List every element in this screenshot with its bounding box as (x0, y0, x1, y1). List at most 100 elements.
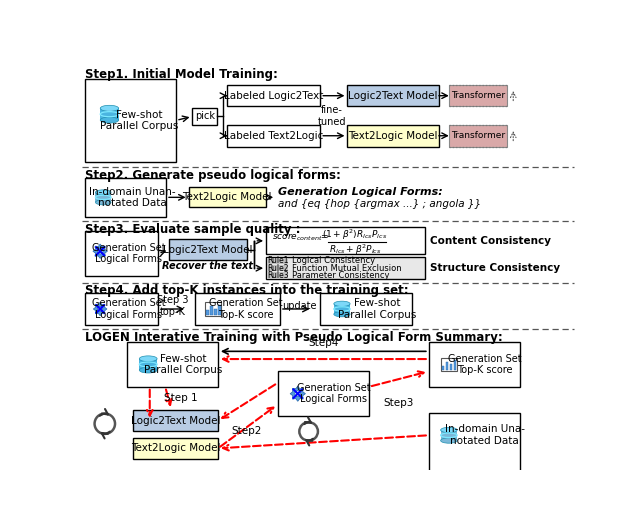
Text: $R_{lcs}+\beta^2 P_{lcs}$: $R_{lcs}+\beta^2 P_{lcs}$ (329, 243, 381, 257)
FancyBboxPatch shape (278, 371, 369, 416)
Text: Generation Set
Top-K score: Generation Set Top-K score (448, 354, 522, 375)
Text: Content Consistency: Content Consistency (429, 236, 550, 246)
Text: Logic2Text Model: Logic2Text Model (163, 244, 253, 254)
Circle shape (295, 391, 301, 397)
Text: LOGEN Interative Training with Pseudo Logical Form Summary:: LOGEN Interative Training with Pseudo Lo… (84, 331, 502, 344)
Bar (442, 366, 444, 370)
Text: Generation Logical Forms:: Generation Logical Forms: (278, 187, 443, 197)
Text: Function Mutual Exclusion: Function Mutual Exclusion (292, 263, 402, 272)
Bar (267, 272, 289, 279)
FancyBboxPatch shape (348, 125, 439, 146)
Text: Rule1: Rule1 (267, 257, 289, 266)
Text: Step1. Initial Model Training:: Step1. Initial Model Training: (84, 68, 278, 81)
Text: In-domain Una-
notated Data: In-domain Una- notated Data (445, 425, 525, 446)
Text: Text2Logic Model: Text2Logic Model (131, 444, 220, 454)
Bar (454, 360, 456, 370)
Bar (205, 303, 221, 316)
Polygon shape (93, 244, 108, 258)
Text: update: update (282, 301, 317, 311)
FancyBboxPatch shape (429, 342, 520, 387)
Text: Few-shot
Parallel Corpus: Few-shot Parallel Corpus (144, 354, 222, 375)
Text: fine-
tuned: fine- tuned (317, 105, 346, 127)
Bar (214, 308, 216, 315)
Text: Step4: Step4 (308, 338, 339, 348)
Ellipse shape (140, 356, 157, 362)
Text: Text2Logic Model: Text2Logic Model (348, 131, 438, 141)
FancyBboxPatch shape (84, 231, 158, 276)
Text: Logic2Text Model: Logic2Text Model (348, 91, 438, 101)
Polygon shape (93, 302, 107, 316)
FancyBboxPatch shape (127, 342, 218, 387)
Bar (100, 108, 118, 120)
Text: Step2: Step2 (232, 427, 262, 437)
Text: and {eq {hop {argmax ...} ; angola }}: and {eq {hop {argmax ...} ; angola }} (278, 199, 481, 209)
Circle shape (97, 306, 103, 312)
Ellipse shape (95, 190, 111, 195)
Text: Step3. Evaluate sample quality :: Step3. Evaluate sample quality : (84, 223, 300, 235)
Text: In-domain Unan-
notated Data: In-domain Unan- notated Data (90, 186, 176, 208)
Text: Labeled Logic2Text: Labeled Logic2Text (224, 91, 323, 101)
FancyBboxPatch shape (84, 293, 158, 325)
Text: Parameter Consistency: Parameter Consistency (292, 271, 390, 280)
FancyBboxPatch shape (169, 239, 246, 260)
FancyBboxPatch shape (348, 85, 439, 107)
Bar (140, 359, 157, 370)
Text: Generation Set
Logical Forms: Generation Set Logical Forms (92, 243, 166, 265)
Text: Labeled Text2Logic: Labeled Text2Logic (224, 131, 323, 141)
Ellipse shape (100, 117, 118, 123)
Text: pick: pick (195, 111, 215, 121)
Text: Logical Consistency: Logical Consistency (292, 257, 376, 266)
FancyBboxPatch shape (429, 413, 520, 504)
FancyBboxPatch shape (189, 187, 266, 208)
Bar (95, 192, 111, 202)
Bar (334, 304, 350, 314)
FancyBboxPatch shape (449, 85, 507, 107)
Text: Rule3: Rule3 (267, 271, 289, 280)
Ellipse shape (441, 438, 457, 443)
Text: Step2. Generate pseudo logical forms:: Step2. Generate pseudo logical forms: (84, 169, 340, 182)
FancyBboxPatch shape (227, 125, 320, 146)
Ellipse shape (334, 301, 350, 306)
Ellipse shape (100, 105, 118, 111)
FancyBboxPatch shape (84, 79, 176, 162)
Bar (441, 358, 457, 371)
Bar (445, 362, 448, 370)
Text: Logic2Text Model: Logic2Text Model (131, 416, 220, 426)
Ellipse shape (140, 367, 157, 373)
Polygon shape (290, 386, 305, 401)
Bar (210, 306, 212, 315)
Text: Few-shot
Parallel Corpus: Few-shot Parallel Corpus (100, 109, 178, 131)
Ellipse shape (95, 200, 111, 205)
Bar (218, 305, 221, 315)
Bar (267, 258, 289, 264)
Text: Rule2: Rule2 (267, 263, 289, 272)
Text: Generation Set
Logical Forms: Generation Set Logical Forms (92, 298, 166, 320)
Text: $(1+\beta^2)R_{lcs}P_{lcs}$: $(1+\beta^2)R_{lcs}P_{lcs}$ (323, 228, 388, 242)
FancyBboxPatch shape (84, 178, 166, 216)
Bar (441, 430, 457, 440)
FancyBboxPatch shape (266, 228, 425, 254)
Text: Few-shot
Parallel Corpus: Few-shot Parallel Corpus (338, 298, 416, 320)
Text: Transformer: Transformer (451, 131, 505, 140)
Text: $score_{content}$=: $score_{content}$= (272, 231, 330, 243)
FancyBboxPatch shape (449, 125, 507, 146)
Text: Step4. Add top-K instances into the training set:: Step4. Add top-K instances into the trai… (84, 285, 408, 297)
Text: Generation Set
Logical Forms: Generation Set Logical Forms (296, 383, 370, 404)
FancyBboxPatch shape (266, 257, 425, 279)
FancyBboxPatch shape (132, 410, 218, 431)
FancyBboxPatch shape (227, 85, 320, 107)
Bar (449, 364, 452, 370)
Text: Step 1: Step 1 (164, 393, 197, 403)
Text: Generation Set
Top-K score: Generation Set Top-K score (209, 298, 283, 320)
Ellipse shape (334, 312, 350, 317)
Bar (206, 310, 209, 315)
Text: Text2Logic Model: Text2Logic Model (182, 192, 272, 202)
Text: Structure Consistency: Structure Consistency (429, 263, 559, 273)
Text: Step3: Step3 (384, 398, 414, 408)
Ellipse shape (441, 427, 457, 432)
FancyBboxPatch shape (195, 293, 280, 325)
Text: Recover the text: Recover the text (163, 261, 253, 271)
Circle shape (97, 249, 103, 254)
Bar (267, 265, 289, 271)
FancyBboxPatch shape (132, 438, 218, 459)
